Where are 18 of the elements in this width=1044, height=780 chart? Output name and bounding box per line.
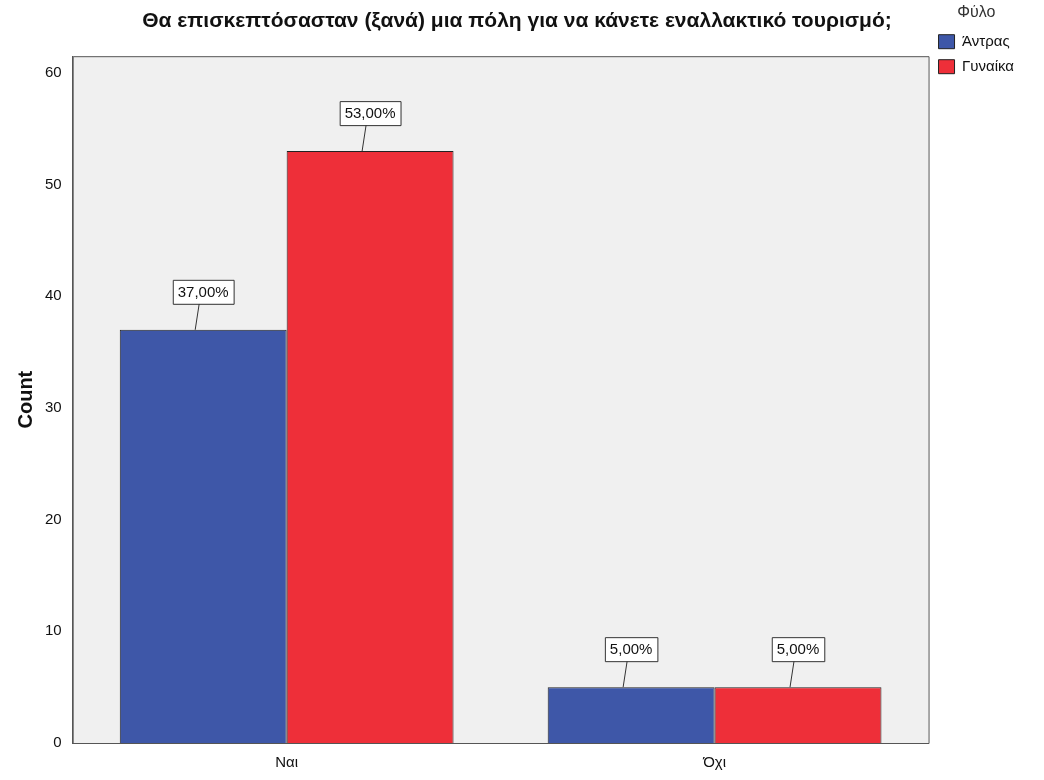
x-tick-label: Όχι <box>702 753 726 771</box>
chart-title: Θα επισκεπτόσασταν (ξανά) μια πόλη για να κάνετε εναλλακτικό τουρισμό; <box>142 8 892 32</box>
data-label: 5,00% <box>776 640 820 658</box>
data-label: 5,00% <box>609 640 653 658</box>
y-tick-label: 10 <box>45 621 62 639</box>
y-axis-title: Count <box>13 370 36 429</box>
legend-label: Άντρας <box>962 31 1010 49</box>
legend-title: Φύλο <box>957 3 996 21</box>
y-tick-label: 20 <box>45 509 62 527</box>
y-tick-label: 30 <box>45 398 62 416</box>
x-tick-label: Ναι <box>275 753 299 771</box>
y-tick-label: 50 <box>45 174 62 192</box>
y-tick-label: 0 <box>53 733 62 751</box>
data-label: 53,00% <box>344 104 396 122</box>
y-tick-label: 40 <box>45 286 62 304</box>
legend-label: Γυναίκα <box>962 56 1015 74</box>
data-label: 37,00% <box>177 282 229 300</box>
y-tick-label: 60 <box>45 63 62 81</box>
